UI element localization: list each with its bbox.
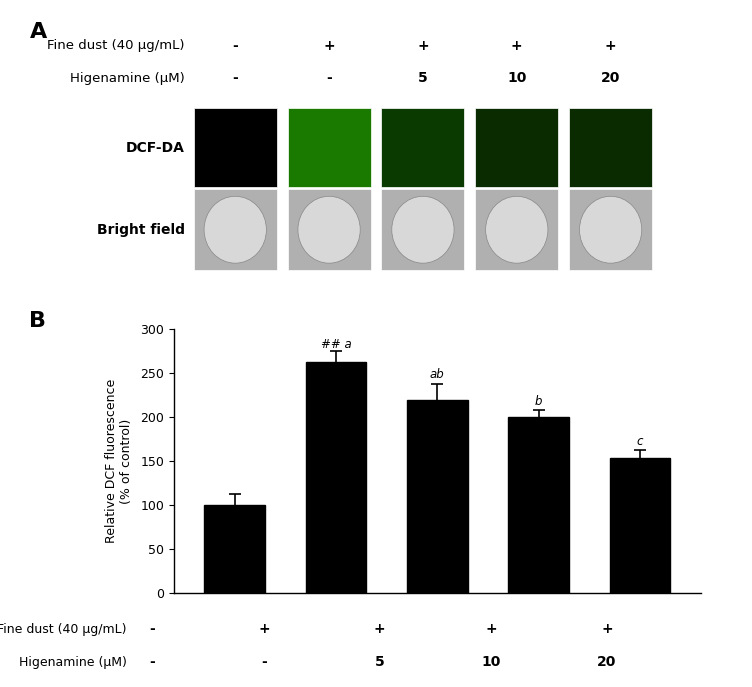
Text: Bright field: Bright field [97, 223, 185, 237]
Text: -: - [232, 39, 238, 53]
Text: -: - [261, 655, 267, 669]
Text: -: - [150, 655, 155, 669]
FancyBboxPatch shape [287, 109, 371, 188]
Bar [205, 505, 265, 593]
Text: c: c [637, 435, 643, 448]
Text: 20: 20 [601, 71, 620, 85]
Y-axis label: Relative DCF fluorescence
(% of control): Relative DCF fluorescence (% of control) [105, 379, 133, 543]
Text: 5: 5 [374, 655, 384, 669]
Text: +: + [323, 39, 335, 53]
Text: A: A [29, 22, 47, 42]
Bar [610, 458, 671, 593]
Bar [305, 362, 366, 593]
Text: +: + [258, 622, 270, 636]
Text: +: + [486, 622, 497, 636]
Text: ## a: ## a [320, 338, 351, 351]
FancyBboxPatch shape [475, 189, 558, 271]
Text: Fine dust (40 μg/mL): Fine dust (40 μg/mL) [0, 623, 127, 636]
Text: DCF-DA: DCF-DA [126, 141, 185, 155]
Ellipse shape [580, 196, 641, 263]
FancyBboxPatch shape [381, 189, 465, 271]
FancyBboxPatch shape [381, 109, 465, 188]
Text: +: + [601, 622, 613, 636]
Text: Fine dust (40 μg/mL): Fine dust (40 μg/mL) [47, 39, 185, 52]
Ellipse shape [392, 196, 454, 263]
Text: 5: 5 [418, 71, 428, 85]
Text: -: - [232, 71, 238, 85]
Text: Higenamine (μM): Higenamine (μM) [70, 71, 185, 85]
Text: b: b [535, 396, 542, 408]
Ellipse shape [204, 196, 266, 263]
FancyBboxPatch shape [569, 109, 652, 188]
Text: +: + [605, 39, 617, 53]
Text: Higenamine (μM): Higenamine (μM) [19, 656, 127, 668]
FancyBboxPatch shape [569, 189, 652, 271]
Ellipse shape [298, 196, 360, 263]
Text: -: - [150, 622, 155, 636]
Bar [508, 417, 569, 593]
FancyBboxPatch shape [194, 109, 277, 188]
FancyBboxPatch shape [475, 109, 558, 188]
Text: 10: 10 [507, 71, 526, 85]
Text: 20: 20 [597, 655, 617, 669]
Text: -: - [326, 71, 332, 85]
Text: +: + [374, 622, 386, 636]
Ellipse shape [486, 196, 548, 263]
Text: +: + [511, 39, 523, 53]
Text: +: + [417, 39, 429, 53]
Text: B: B [29, 311, 47, 331]
Bar [407, 400, 468, 593]
Text: ab: ab [430, 368, 444, 381]
Text: 10: 10 [482, 655, 501, 669]
FancyBboxPatch shape [194, 189, 277, 271]
FancyBboxPatch shape [287, 189, 371, 271]
